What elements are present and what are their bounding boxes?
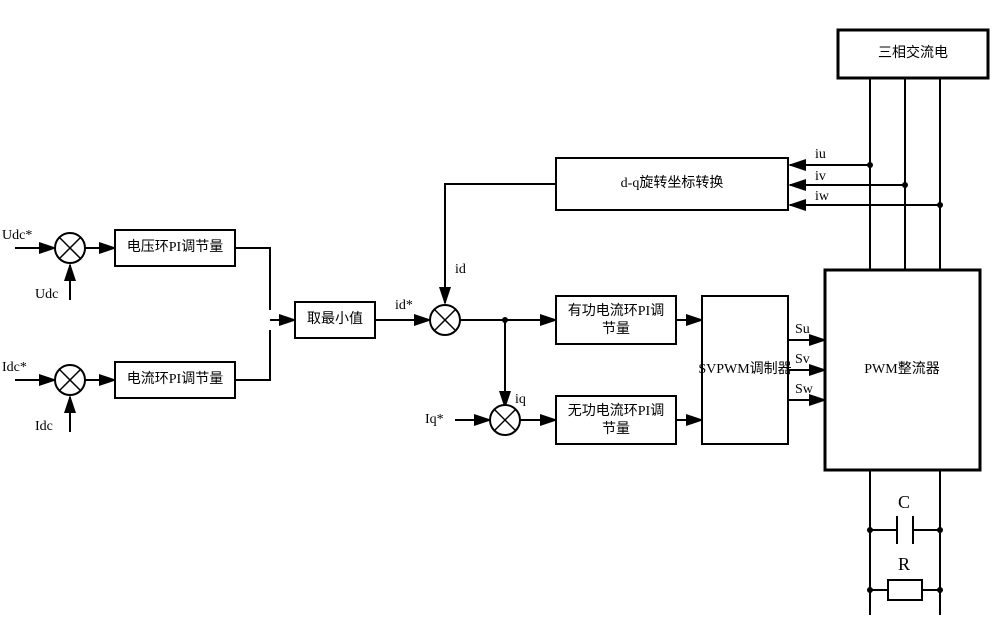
iu-label: iu (815, 147, 826, 162)
dq-label: d-q旋转坐标转换 (621, 174, 724, 191)
id-label: id (455, 262, 466, 277)
capacitor (870, 516, 940, 544)
sv-label: Sv (795, 352, 810, 367)
reactive-pi-label1: 无功电流环PI调 (568, 403, 664, 419)
iq-label: iq (515, 392, 526, 407)
pi2-to-min (235, 330, 270, 380)
iw-label: iw (815, 189, 830, 204)
svpwm-label: SVPWM调制器 (698, 361, 791, 377)
c-label: C (898, 492, 910, 512)
iv-label: iv (815, 169, 826, 184)
r-label: R (898, 554, 910, 574)
summer-iq (490, 405, 520, 435)
reactive-pi-label2: 节量 (602, 421, 630, 437)
pi1-to-min (235, 248, 270, 310)
resistor (870, 580, 940, 600)
idc-label: Idc (35, 419, 53, 434)
iqref-label: Iq* (425, 412, 444, 427)
iq-branch-node (502, 317, 508, 323)
udc-ref-label: Udc* (2, 228, 32, 243)
dq-id-out (445, 184, 556, 210)
voltage-pi-label: 电压环PI调节量 (127, 239, 223, 255)
su-label: Su (795, 322, 810, 337)
pwm-rect-label: PWM整流器 (864, 361, 939, 377)
min-label: 取最小值 (307, 311, 363, 327)
sw-label: Sw (795, 382, 814, 397)
summer-udc (55, 233, 85, 263)
ac3-label: 三相交流电 (878, 44, 948, 61)
summer-id (430, 305, 460, 335)
sum3-out (460, 320, 505, 332)
udc-label: Udc (35, 287, 58, 302)
active-pi-label1: 有功电流环PI调 (568, 303, 664, 319)
idc-ref-label: Idc* (2, 360, 27, 375)
idref-label: id* (395, 298, 413, 313)
active-pi-label2: 节量 (602, 321, 630, 337)
current-pi-label: 电流环PI调节量 (127, 371, 223, 387)
summer-idc (55, 365, 85, 395)
